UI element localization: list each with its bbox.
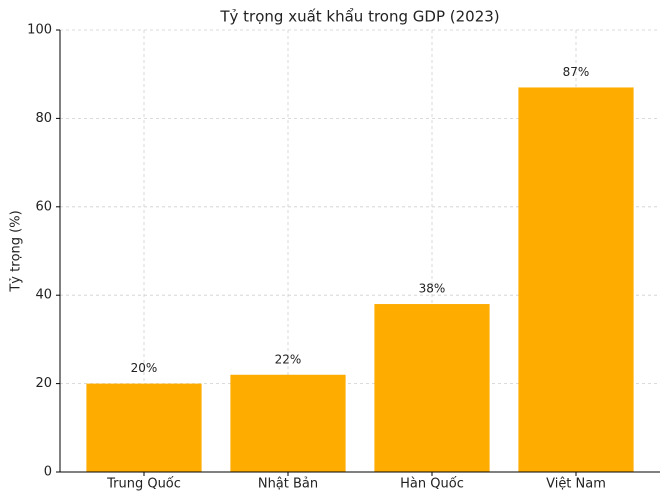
x-tick-label: Trung Quốc [106,477,181,492]
bar [518,87,634,473]
bar [86,383,202,472]
data-label: 38% [419,282,446,296]
chart-title: Tỷ trọng xuất khẩu trong GDP (2023) [219,8,499,26]
bar [374,304,490,472]
bar [230,374,346,472]
data-label: 20% [131,361,158,375]
data-label: 87% [563,65,590,79]
y-tick-label: 40 [35,288,52,303]
x-tick-label: Hàn Quốc [400,477,464,492]
x-tick-label: Nhật Bản [258,477,318,492]
y-tick-label: 20 [35,376,52,391]
y-tick-label: 0 [44,465,52,480]
x-tick-label: Việt Nam [546,477,606,492]
y-axis-label: Tỷ trọng (%) [9,210,24,292]
y-tick-label: 60 [35,199,52,214]
y-tick-label: 100 [27,23,52,38]
data-label: 22% [275,352,302,366]
y-tick-label: 80 [35,111,52,126]
